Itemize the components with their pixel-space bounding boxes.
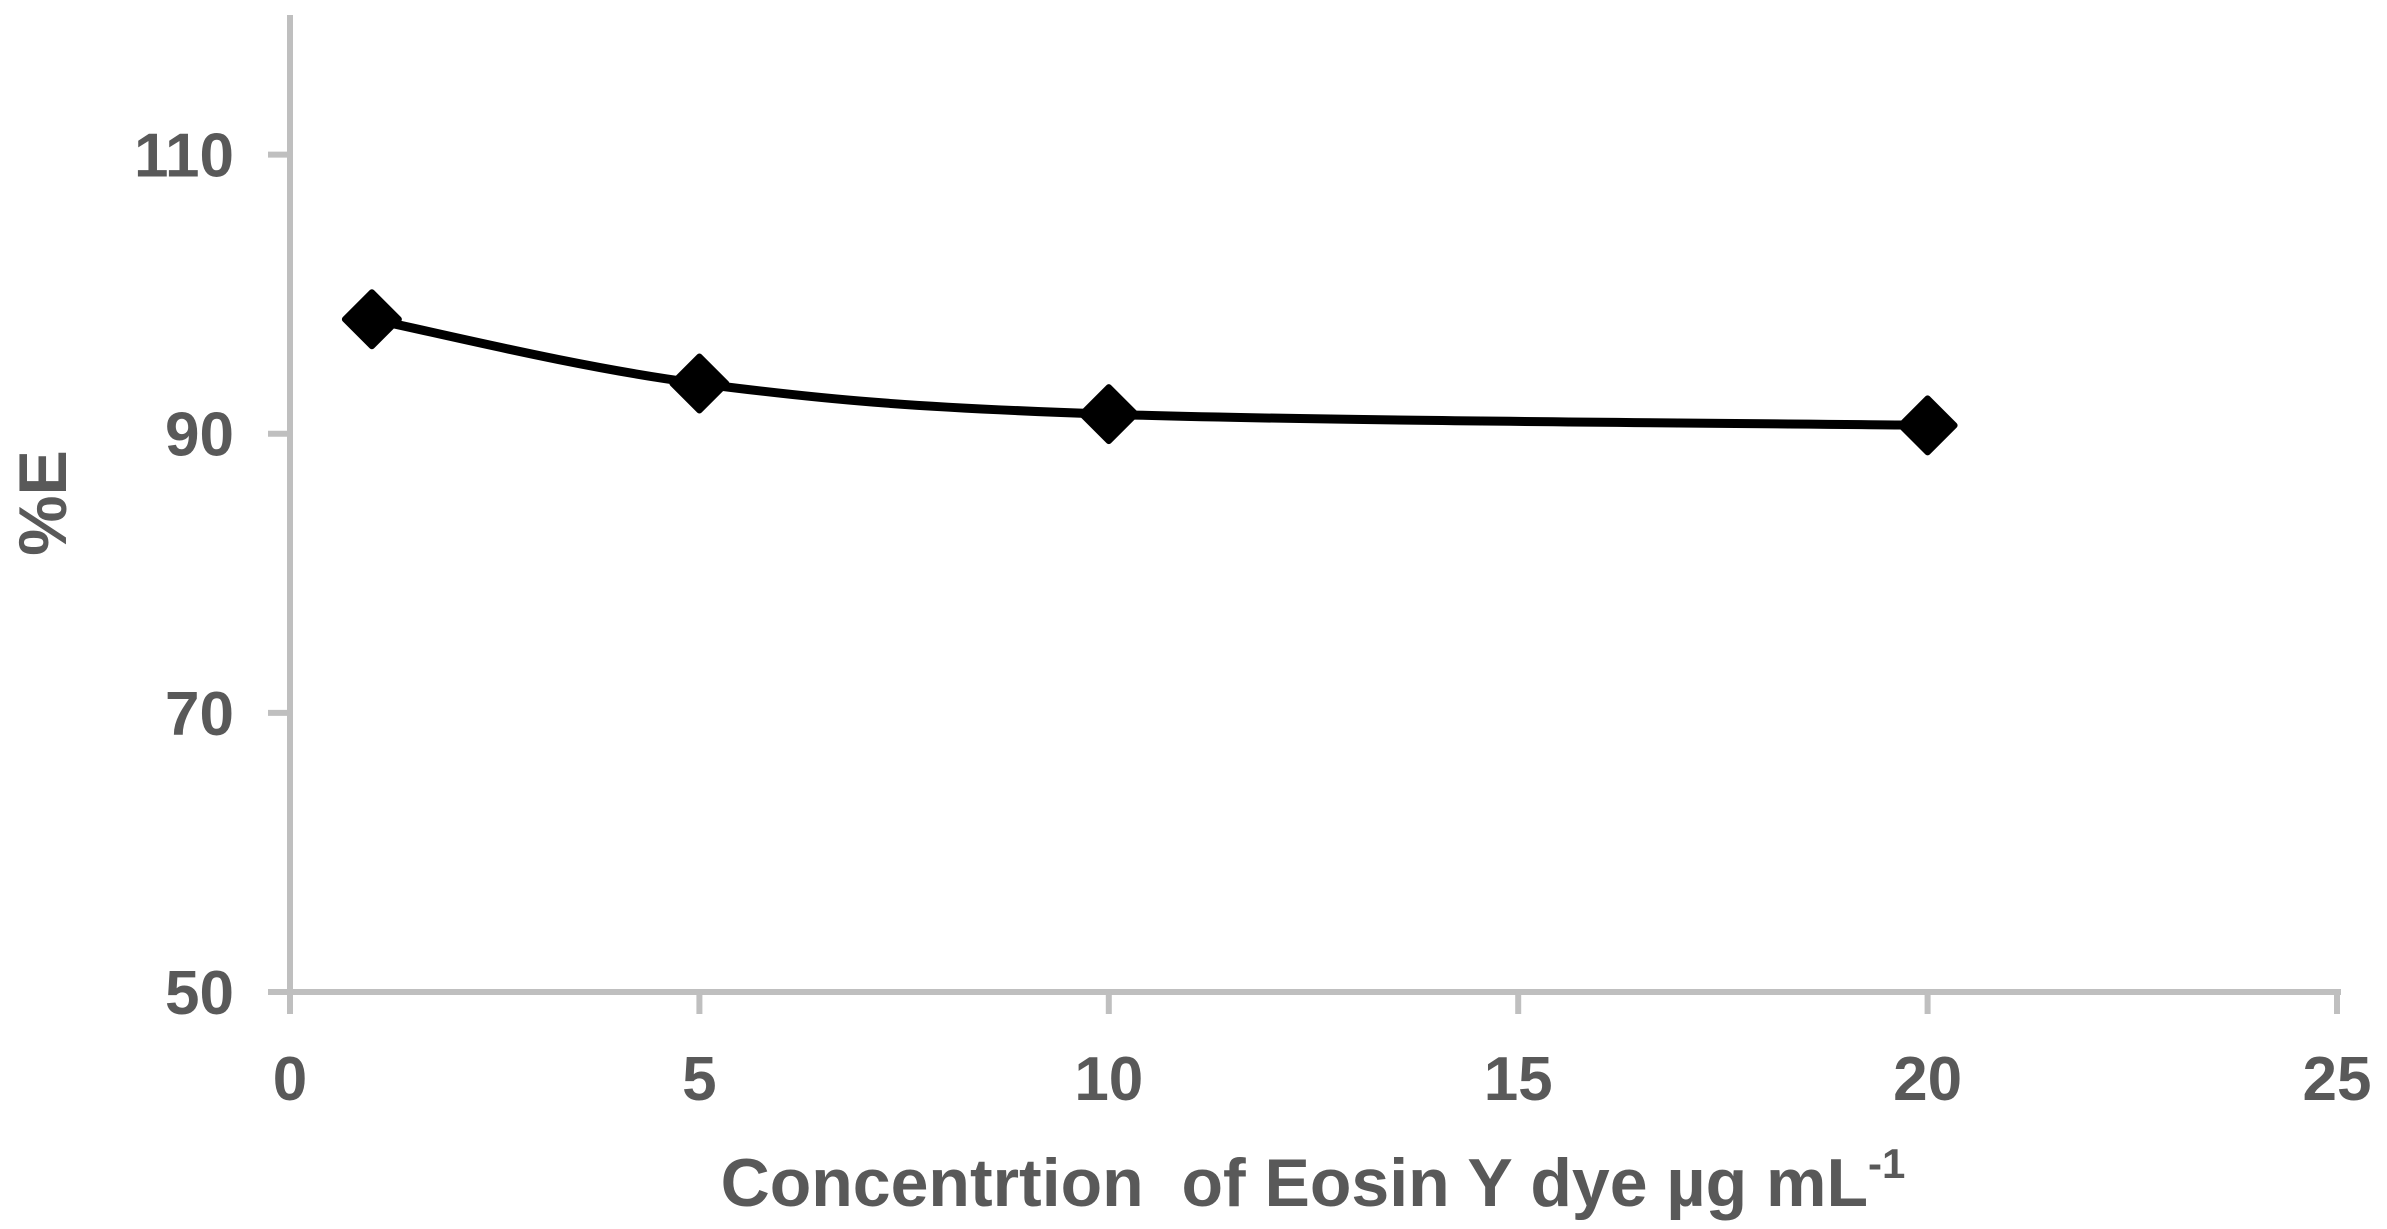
series-layer [341,289,1958,456]
tick-label-layer: 50 70 90 110 0 5 10 15 20 25 [134,122,2372,1114]
data-point-marker [1897,395,1958,456]
data-point-marker [1078,384,1139,445]
x-axis-title-superscript: -1 [1868,1140,1905,1187]
x-tick-label: 5 [682,1045,716,1114]
data-point-marker [341,289,402,350]
series-line [367,314,1933,430]
x-axis-title: Concentrtion of Eosin Y dye µg mL-1 [721,1140,1906,1221]
y-tick-label: 50 [165,959,234,1028]
y-tick-label: 70 [165,680,234,749]
y-tick-label: 110 [134,122,234,191]
x-axis-title-main: Concentrtion of Eosin Y dye µg mL [721,1145,1868,1221]
axes-layer [287,15,2341,1014]
x-tick-label: 0 [273,1045,307,1114]
tick-layer [268,151,2340,1014]
y-axis-title: %E [5,450,81,556]
x-tick-label: 15 [1484,1045,1553,1114]
x-tick-label: 10 [1074,1045,1143,1114]
y-tick-label: 90 [165,401,234,470]
data-point-marker [669,353,730,414]
x-tick-label: 25 [2303,1045,2372,1114]
x-tick-label: 20 [1893,1045,1962,1114]
